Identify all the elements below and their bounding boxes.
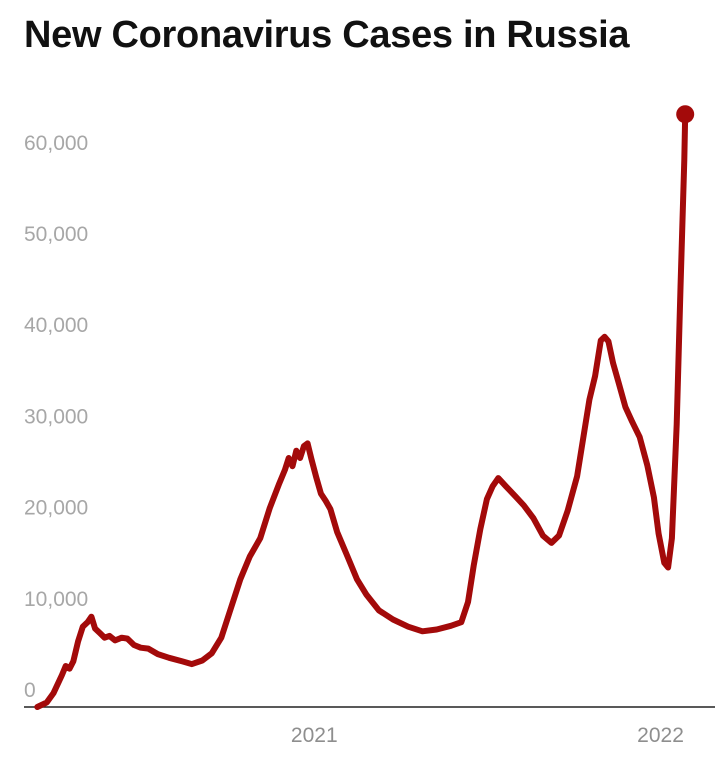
cases-series-line (34, 111, 689, 710)
chart-title: New Coronavirus Cases in Russia (24, 14, 630, 56)
x-tick-labels: 2021 2022 (291, 724, 684, 747)
y-tick-label: 60,000 (24, 132, 88, 155)
x-tick-label: 2022 (637, 724, 684, 747)
y-tick-label: 50,000 (24, 223, 88, 246)
latest-value-marker (676, 105, 695, 124)
y-tick-label: 20,000 (24, 497, 88, 520)
y-tick-labels: 0 10,000 20,000 30,000 40,000 50,000 60,000 (24, 132, 88, 702)
y-tick-label: 10,000 (24, 588, 88, 611)
x-tick-label: 2021 (291, 724, 338, 747)
y-tick-label: 40,000 (24, 314, 88, 337)
y-tick-label: 0 (24, 679, 36, 702)
y-tick-label: 30,000 (24, 405, 88, 428)
